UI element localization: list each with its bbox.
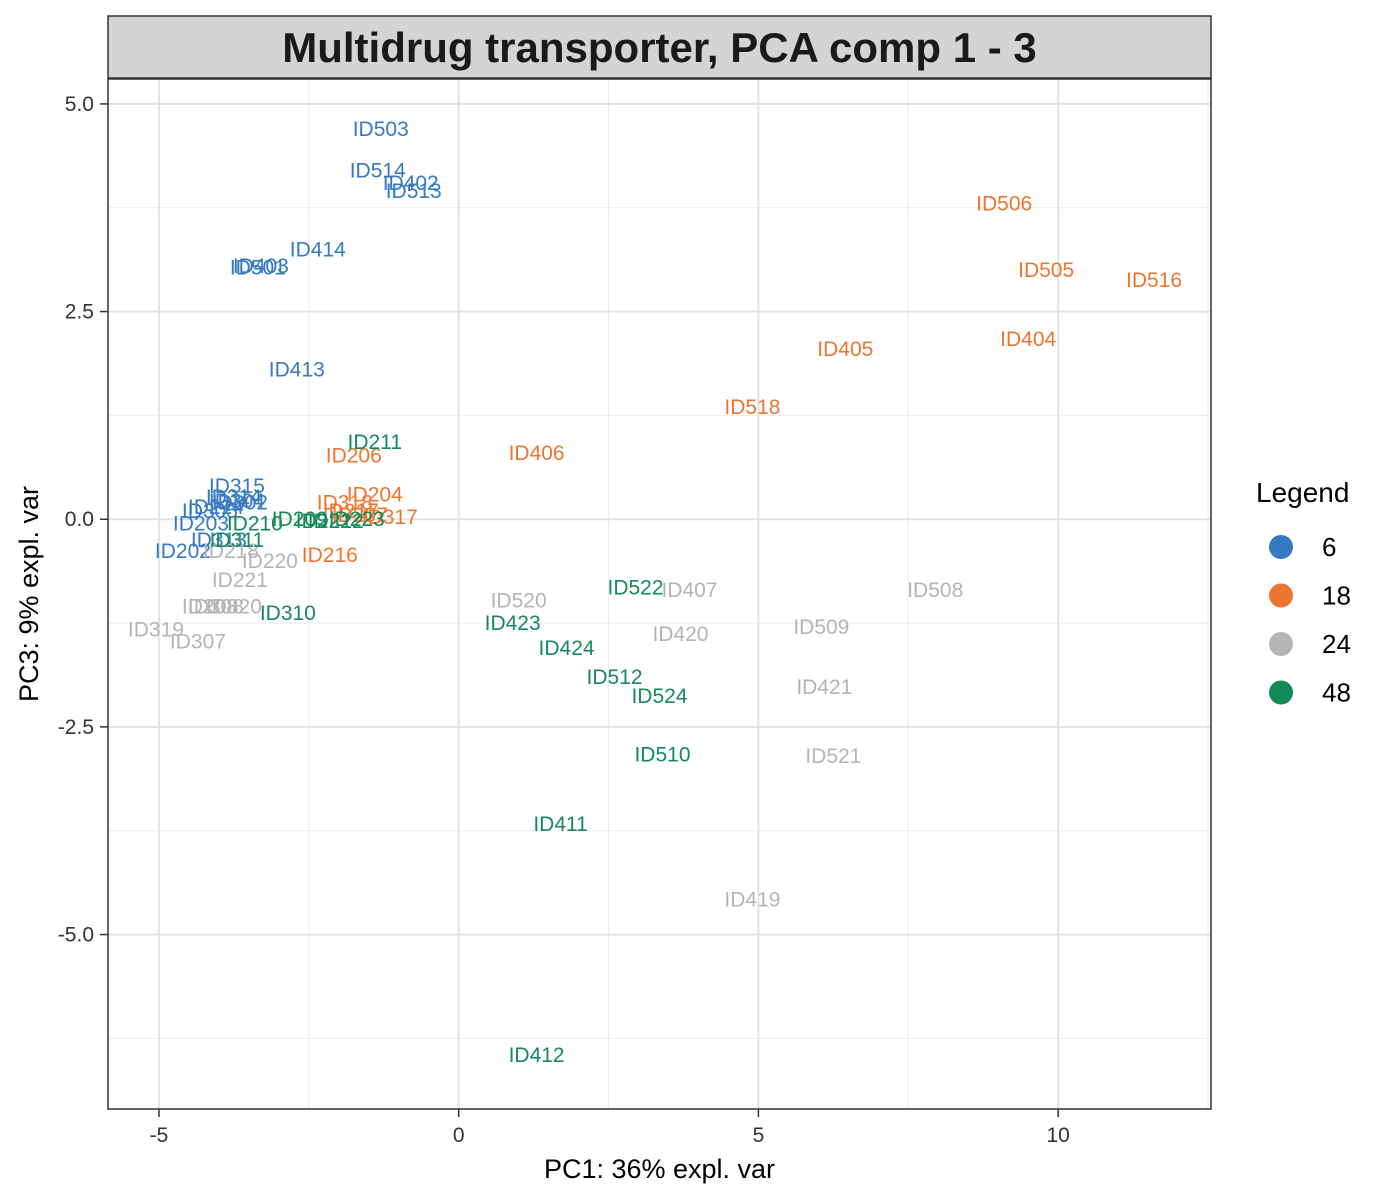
point-label: ID509 — [793, 616, 849, 639]
point-label: ID512 — [587, 666, 643, 689]
point-label: ID508 — [907, 579, 963, 602]
plot-panel — [108, 79, 1211, 1109]
x-axis-title: PC1: 36% expl. var — [544, 1154, 775, 1184]
point-label: ID307 — [170, 630, 226, 653]
point-label: ID320 — [206, 595, 262, 618]
point-label: ID404 — [1000, 328, 1056, 351]
x-tick-label: -5 — [150, 1124, 169, 1147]
point-label: ID403 — [233, 255, 289, 278]
point-label: ID514 — [350, 159, 406, 182]
point-label: ID218 — [203, 540, 259, 563]
point-label: ID209 — [272, 508, 328, 531]
point-label: ID520 — [491, 590, 547, 613]
point-label: ID308 — [188, 595, 244, 618]
point-label: ID208 — [182, 595, 238, 618]
y-tick-label: 5.0 — [65, 93, 94, 116]
legend: Legend 6 18 24 48 — [1256, 477, 1351, 708]
point-label: ID506 — [976, 193, 1032, 216]
title-strip — [107, 15, 1212, 79]
point-label: ID302 — [212, 492, 268, 515]
x-tick-label: 10 — [1046, 1124, 1069, 1147]
point-label: ID518 — [724, 396, 780, 419]
point-label: ID313 — [191, 529, 247, 552]
point-label: ID203 — [173, 512, 229, 535]
point-label: ID516 — [1126, 269, 1182, 292]
point-label: ID505 — [1018, 259, 1074, 282]
point-label: ID402 — [383, 172, 439, 195]
point-label: ID210 — [227, 512, 283, 535]
y-tick-label: -2.5 — [58, 716, 94, 739]
point-label: ID214 — [188, 496, 244, 519]
point-label: ID522 — [607, 576, 663, 599]
point-label: ID407 — [661, 579, 717, 602]
point-label: ID317 — [362, 506, 418, 529]
point-label: ID405 — [817, 338, 873, 361]
plot-border — [107, 78, 1212, 1110]
point-label: ID315 — [209, 475, 265, 498]
y-tick-label: -5.0 — [58, 924, 94, 947]
x-tick-label: 5 — [753, 1124, 765, 1147]
legend-label: 18 — [1322, 581, 1351, 611]
point-label: ID513 — [386, 180, 442, 203]
point-label: ID221 — [212, 569, 268, 592]
point-label: ID503 — [353, 118, 409, 141]
point-label: ID310 — [260, 602, 316, 625]
point-label: ID318 — [317, 492, 373, 515]
point-label: ID304 — [209, 490, 265, 513]
legend-key — [1269, 583, 1293, 608]
legend-label: 6 — [1322, 532, 1336, 562]
legend-key — [1269, 632, 1293, 656]
grid-major — [108, 79, 1211, 1109]
point-label: ID413 — [269, 359, 325, 382]
point-label: ID423 — [485, 612, 541, 635]
point-label: ID411 — [533, 813, 587, 836]
legend-label: 48 — [1322, 678, 1351, 708]
point-label: ID311 — [210, 529, 264, 552]
y-axis-title: PC3: 9% expl. var — [14, 486, 44, 702]
point-label: ID424 — [539, 637, 595, 660]
x-tick-label: 0 — [453, 1124, 465, 1147]
chart-title: Multidrug transporter, PCA comp 1 - 3 — [282, 24, 1037, 71]
point-label: ID217 — [323, 500, 379, 523]
point-label: ID510 — [634, 743, 690, 766]
point-label: ID419 — [724, 889, 780, 912]
y-tick-label: 0.0 — [65, 508, 94, 531]
point-label: ID501 — [230, 257, 286, 280]
point-label: ID211 — [348, 431, 402, 454]
point-label: ID207 — [332, 504, 388, 527]
legend-label: 24 — [1322, 629, 1351, 659]
point-label: ID406 — [509, 442, 565, 465]
legend-key — [1269, 680, 1293, 705]
point-label: ID420 — [652, 623, 708, 646]
y-axis-ticks: 5.0 2.5 0.0 -2.5 -5.0 — [58, 93, 108, 947]
point-label: ID414 — [290, 238, 346, 261]
point-label: ID204 — [347, 483, 403, 506]
x-axis-ticks: -5 0 5 10 — [150, 1109, 1070, 1147]
point-label: ID412 — [509, 1044, 565, 1067]
legend-key — [1269, 535, 1293, 559]
point-label: ID206 — [326, 444, 382, 467]
point-label: ID314 — [206, 486, 262, 509]
point-label: ID216 — [302, 544, 358, 567]
point-label: ID319 — [128, 619, 184, 642]
point-label: ID524 — [631, 685, 687, 708]
point-label: ID222 — [296, 510, 352, 533]
point-label: ID212 — [308, 510, 364, 533]
y-tick-label: 2.5 — [65, 301, 94, 324]
point-label: ID521 — [805, 745, 861, 768]
point-label: ID305 — [182, 500, 238, 523]
point-label: ID220 — [242, 550, 298, 573]
point-label: ID421 — [796, 676, 852, 699]
legend-title: Legend — [1256, 477, 1349, 508]
grid-minor — [108, 79, 1211, 1109]
point-label: ID202 — [155, 540, 211, 563]
point-label: ID223 — [329, 508, 385, 531]
